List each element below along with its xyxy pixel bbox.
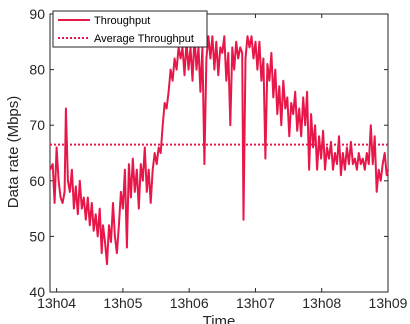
y-tick-label: 80: [29, 62, 45, 78]
x-tick-label: 13h07: [236, 295, 275, 311]
x-tick-label: 13h06: [170, 295, 209, 311]
plot-area-border: [49, 13, 389, 293]
y-tick-label: 50: [29, 228, 45, 244]
legend: Throughput Average Throughput: [52, 10, 208, 48]
x-tick-label: 13h05: [103, 295, 142, 311]
throughput-line: [49, 35, 389, 266]
x-tick-label: 13h04: [37, 295, 76, 311]
y-tick-label: 40: [29, 284, 45, 300]
x-tick-label: 13h08: [302, 295, 341, 311]
y-axis-label: Data rate (Mbps): [5, 96, 22, 209]
y-tick-label: 70: [29, 117, 45, 133]
y-tick-label: 90: [29, 6, 45, 22]
y-tick-label: 60: [29, 173, 45, 189]
x-axis-ticks: 13h04 13h05 13h06 13h07 13h08 13h09: [37, 14, 408, 311]
x-axis-label: Time: [203, 313, 236, 324]
legend-label-throughput: Throughput: [94, 15, 150, 27]
axes-frame: [49, 13, 389, 293]
legend-label-average: Average Throughput: [94, 33, 194, 45]
y-axis-ticks: 40 50 60 70 80 90: [29, 6, 388, 300]
series-layer: [49, 35, 389, 266]
legend-box: [52, 10, 208, 48]
x-tick-label: 13h09: [369, 295, 408, 311]
